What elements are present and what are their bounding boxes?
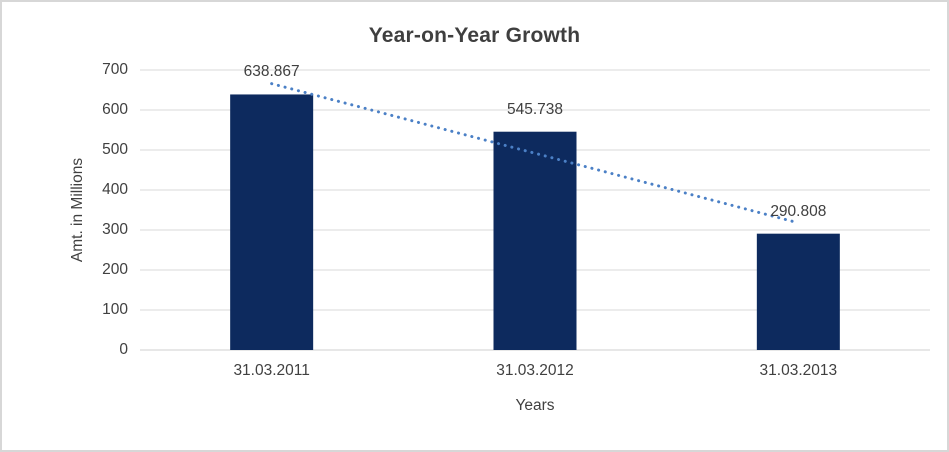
y-tick-label: 700 (102, 61, 128, 78)
bar-value-label: 638.867 (243, 63, 300, 81)
x-tick-label: 31.03.2013 (759, 362, 838, 379)
x-axis-title: Years (515, 397, 555, 414)
bar-value-label: 290.808 (770, 202, 827, 220)
trendline (270, 82, 800, 225)
y-tick-label: 100 (102, 301, 128, 318)
bar (756, 233, 840, 350)
y-tick-label: 200 (102, 261, 128, 278)
y-tick-label: 300 (102, 221, 128, 238)
y-tick-label: 0 (119, 341, 128, 358)
bar-value-label: 545.738 (506, 100, 564, 118)
y-tick-label: 500 (102, 141, 128, 158)
x-tick-label: 31.03.2011 (233, 362, 310, 379)
bar (493, 131, 577, 350)
y-tick-label: 400 (102, 181, 128, 198)
y-tick-label: 600 (102, 101, 128, 118)
chart-title: Year-on-Year Growth (368, 24, 581, 47)
bar (230, 94, 314, 350)
x-tick-label: 31.03.2012 (496, 362, 574, 379)
